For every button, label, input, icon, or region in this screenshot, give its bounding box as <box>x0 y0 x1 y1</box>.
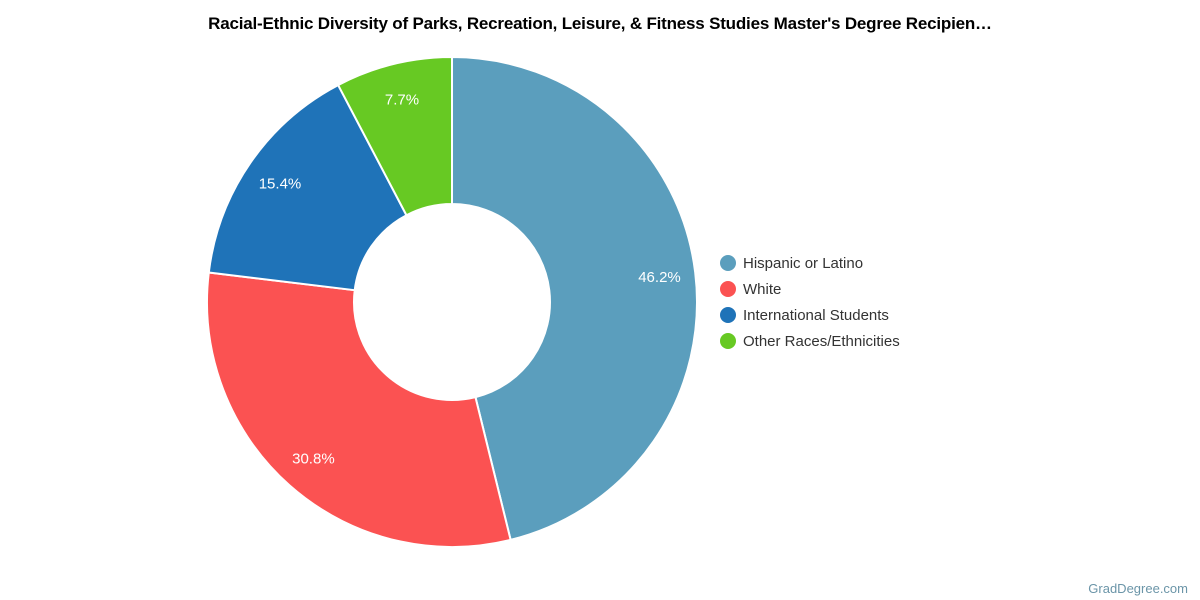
slice-percent-label: 7.7% <box>385 91 419 108</box>
legend-marker-icon <box>720 307 736 323</box>
legend-marker-icon <box>720 281 736 297</box>
legend-item-hispanic-or-latino[interactable]: Hispanic or Latino <box>720 250 900 276</box>
legend-item-other-races-ethnicities[interactable]: Other Races/Ethnicities <box>720 328 900 354</box>
legend-label: Hispanic or Latino <box>743 254 864 272</box>
legend-item-international-students[interactable]: International Students <box>720 302 900 328</box>
pie-slice-0[interactable] <box>451 56 698 541</box>
slice-percent-label: 46.2% <box>638 269 681 286</box>
legend-label: Other Races/Ethnicities <box>743 332 900 350</box>
slice-percent-label: 30.8% <box>292 451 335 468</box>
legend-item-white[interactable]: White <box>720 276 900 302</box>
watermark-link[interactable]: GradDegree.com <box>1088 581 1188 596</box>
legend-label: International Students <box>743 306 889 324</box>
pie-slice-1[interactable] <box>206 271 512 548</box>
pie-slice-3[interactable] <box>337 56 453 217</box>
pie-slice-2[interactable] <box>207 84 408 292</box>
chart-legend: Hispanic or Latino White International S… <box>720 250 900 354</box>
chart-title: Racial-Ethnic Diversity of Parks, Recrea… <box>208 14 992 33</box>
legend-label: White <box>743 280 782 298</box>
slice-percent-label: 15.4% <box>259 176 302 193</box>
legend-marker-icon <box>720 333 736 349</box>
legend-marker-icon <box>720 255 736 271</box>
